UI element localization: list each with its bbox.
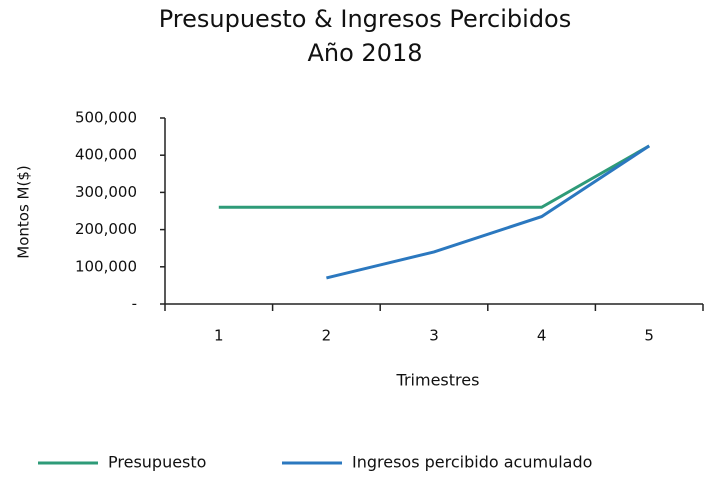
legend-label: Presupuesto	[108, 453, 206, 472]
x-tick-label: 3	[429, 327, 439, 345]
y-tick-label: 400,000	[75, 146, 137, 164]
y-tick-label: -	[132, 295, 137, 313]
legend-label: Ingresos percibido acumulado	[352, 453, 592, 472]
x-tick-label: 1	[214, 327, 224, 345]
chart-title: Presupuesto & Ingresos Percibidos	[159, 5, 572, 33]
x-tick-label: 4	[537, 327, 547, 345]
x-axis-label: Trimestres	[396, 371, 480, 390]
x-tick-label: 2	[322, 327, 332, 345]
y-tick-label: 500,000	[75, 109, 137, 127]
x-tick-label: 5	[644, 327, 654, 345]
y-tick-label: 300,000	[75, 183, 137, 201]
y-axis-label: Montos M($)	[15, 165, 33, 258]
series-line	[218, 144, 650, 209]
series-line	[326, 144, 651, 280]
chart-subtitle: Año 2018	[307, 39, 422, 67]
y-tick-label: 200,000	[75, 220, 137, 238]
y-tick-label: 100,000	[75, 257, 137, 275]
